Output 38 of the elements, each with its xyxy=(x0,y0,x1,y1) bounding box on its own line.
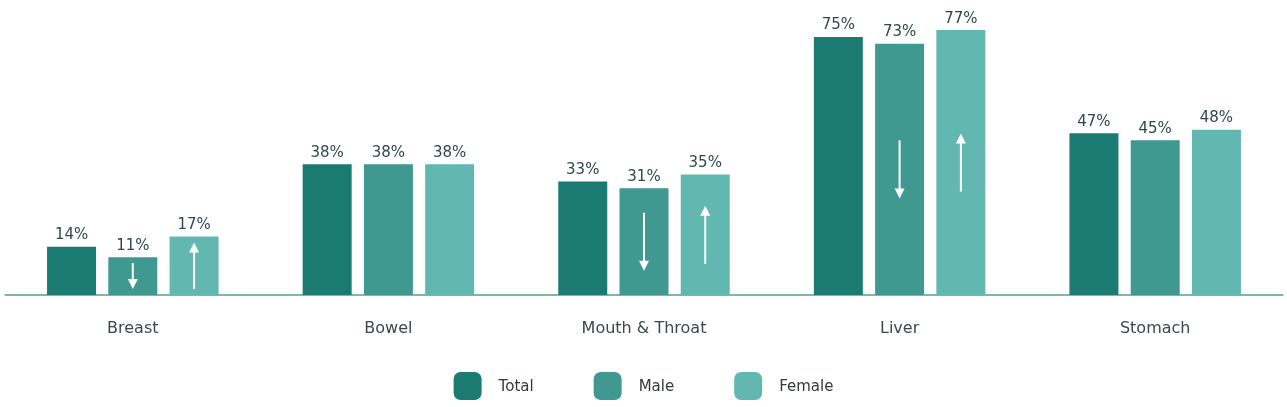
bar xyxy=(1069,133,1119,295)
bar xyxy=(425,164,475,295)
bar xyxy=(302,164,352,295)
bar xyxy=(169,236,219,295)
x-tick-label: Mouth & Throat xyxy=(581,317,707,337)
x-tick-label: Breast xyxy=(107,317,159,337)
data-label: 45% xyxy=(1138,118,1172,137)
data-label: 35% xyxy=(688,153,722,172)
legend-label: Female xyxy=(779,377,834,395)
bar xyxy=(813,36,863,295)
bar xyxy=(1191,129,1241,295)
data-label: 38% xyxy=(371,142,406,161)
data-label: 48% xyxy=(1199,108,1234,127)
data-label: 33% xyxy=(566,159,600,178)
data-label: 77% xyxy=(944,8,978,27)
legend-label: Male xyxy=(638,377,675,395)
data-label: 38% xyxy=(310,142,344,161)
bar xyxy=(47,246,97,295)
x-tick-label: Bowel xyxy=(364,317,413,337)
data-label: 75% xyxy=(821,15,856,34)
data-label: 11% xyxy=(116,235,150,254)
x-tick-label: Stomach xyxy=(1119,317,1191,337)
x-tick-label: Liver xyxy=(879,317,920,337)
bar xyxy=(936,30,986,295)
bar xyxy=(108,257,158,295)
legend-label: Total xyxy=(497,377,534,395)
data-label: 31% xyxy=(627,166,661,185)
bar xyxy=(558,181,608,295)
data-label: 73% xyxy=(882,22,917,41)
bar xyxy=(363,164,413,295)
data-label: 14% xyxy=(54,225,89,244)
data-label: 38% xyxy=(432,142,467,161)
bar xyxy=(1130,140,1180,295)
bar xyxy=(680,174,730,295)
data-label: 47% xyxy=(1077,111,1111,130)
data-label: 17% xyxy=(177,214,211,233)
bar xyxy=(619,188,669,295)
bar xyxy=(875,43,925,295)
